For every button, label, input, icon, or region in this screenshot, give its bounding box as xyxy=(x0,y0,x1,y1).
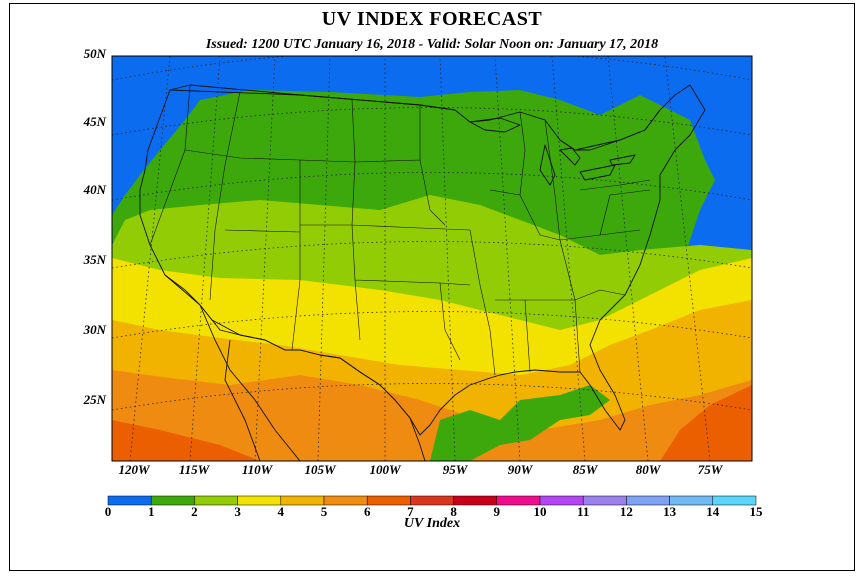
colorbar-tick-3: 3 xyxy=(234,504,241,519)
graticule xyxy=(112,56,752,461)
parallel-50n xyxy=(112,56,752,81)
colorbar-tick-2: 2 xyxy=(191,504,198,519)
meridian-110w xyxy=(254,56,276,461)
uv-band-6-7 xyxy=(112,385,752,461)
parallel-45n xyxy=(112,107,752,136)
meridian-85w xyxy=(551,56,586,461)
lon-label-100w: 100W xyxy=(369,462,401,477)
lat-label-35n: 35N xyxy=(83,252,106,267)
mexico-outline xyxy=(199,304,426,461)
colorbar-tick-14: 14 xyxy=(706,504,720,519)
colorbar-tick-10: 10 xyxy=(533,504,547,519)
colorbar-tick-4: 4 xyxy=(277,504,285,519)
uv-contour-field xyxy=(112,56,752,461)
meridian-115w xyxy=(189,56,221,461)
parallel-30n xyxy=(112,311,752,339)
lon-label-95w: 95W xyxy=(442,462,468,477)
lat-label-45n: 45N xyxy=(83,114,106,129)
colorbar-tick-13: 13 xyxy=(663,504,677,519)
lon-label-115w: 115W xyxy=(178,462,210,477)
colorbar-swatch-14 xyxy=(712,495,757,506)
colorbar-tick-7: 7 xyxy=(407,504,414,519)
colorbar-tick-9: 9 xyxy=(493,504,501,519)
lat-label-30n: 30N xyxy=(83,322,106,337)
map-subtitle: Issued: 1200 UTC January 16, 2018 - Vali… xyxy=(205,37,659,52)
lat-label-40n: 40N xyxy=(83,182,106,197)
lon-label-80w: 80W xyxy=(635,462,661,477)
colorbar-tick-5: 5 xyxy=(320,504,328,519)
canada-border xyxy=(169,89,661,151)
colorbar-tick-15: 15 xyxy=(749,504,763,519)
lat-label-25n: 25N xyxy=(83,392,106,407)
uv-band-5-6 xyxy=(112,370,752,461)
meridian-95w xyxy=(439,56,456,461)
meridian-75w xyxy=(664,56,711,461)
colorbar-tick-6: 6 xyxy=(363,504,371,519)
meridian-120w xyxy=(129,56,171,461)
lon-label-90w: 90W xyxy=(507,462,533,477)
political-boundaries xyxy=(139,84,706,461)
colorbar-tick-12: 12 xyxy=(619,504,633,519)
meridian-80w xyxy=(607,56,649,461)
colorbar-tick-8: 8 xyxy=(450,504,457,519)
uv-index-colorbar xyxy=(107,495,757,506)
lon-label-85w: 85W xyxy=(572,462,598,477)
great-lakes xyxy=(469,117,636,186)
uv-band-1-2-gulf xyxy=(430,385,610,461)
colorbar-label: UV Index xyxy=(403,516,461,531)
lon-label-75w: 75W xyxy=(697,462,723,477)
lon-label-105w: 105W xyxy=(304,462,336,477)
lat-label-50n: 50N xyxy=(83,46,106,61)
lon-label-120w: 120W xyxy=(118,462,150,477)
map-title: UV INDEX FORECAST xyxy=(321,8,543,30)
colorbar-tick-11: 11 xyxy=(577,504,590,519)
parallel-40n xyxy=(112,172,752,201)
colorbar-tick-0: 0 xyxy=(104,504,112,519)
mexico-border xyxy=(164,274,411,419)
state-lines xyxy=(149,84,651,376)
map-border xyxy=(111,55,753,462)
parallel-25n xyxy=(112,383,752,411)
lon-label-110w: 110W xyxy=(241,462,273,477)
colorbar-tick-1: 1 xyxy=(147,504,155,519)
meridian-105w xyxy=(317,56,331,461)
meridian-90w xyxy=(494,56,521,461)
parallel-35n xyxy=(112,241,752,269)
